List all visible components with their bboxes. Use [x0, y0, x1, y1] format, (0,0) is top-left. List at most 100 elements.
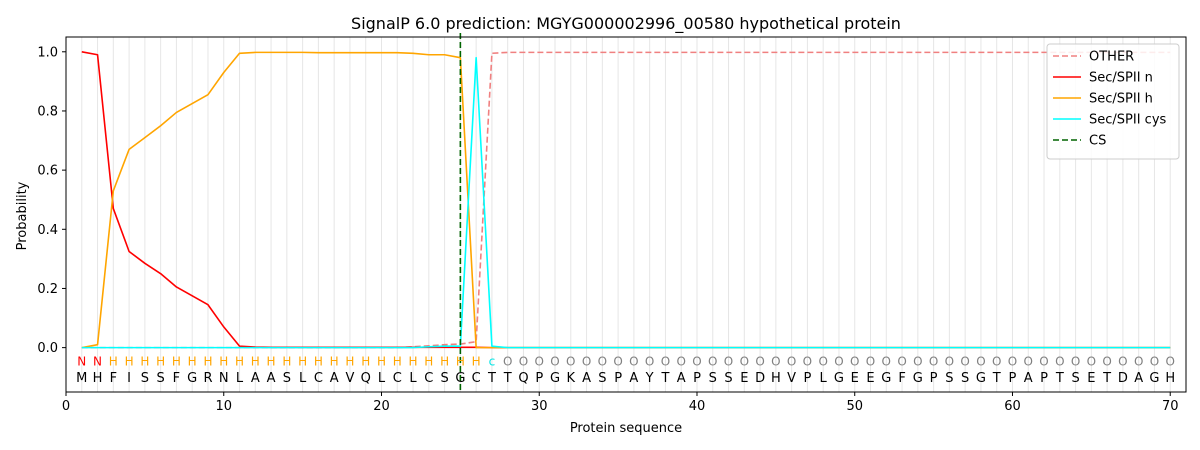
annotation-23: H [424, 355, 433, 369]
annotation-7: H [172, 355, 181, 369]
series-line-3 [81, 56, 1171, 349]
legend: OTHER Sec/SPII n Sec/SPII h Sec/SPII cys CS [1046, 43, 1180, 160]
residue-66: T [1102, 371, 1111, 386]
residue-38: T [660, 371, 669, 386]
annotation-60: O [1008, 355, 1017, 369]
annotation-8: H [188, 355, 197, 369]
series-layer [81, 33, 1171, 392]
residue-3: F [110, 371, 117, 386]
series-line-2 [81, 51, 1171, 349]
annotation-10: H [219, 355, 228, 369]
sequence-layer: MNHNFHIHSHSHFHGHRHNHLHAHAHSHLHCHAHVHQHLH… [76, 355, 1175, 387]
residue-28: T [503, 371, 512, 386]
residue-39: A [677, 371, 686, 386]
residue-49: G [834, 371, 844, 386]
annotation-26: H [472, 355, 481, 369]
annotation-62: O [1039, 355, 1048, 369]
annotation-6: H [156, 355, 165, 369]
x-tick-label-30: 30 [531, 399, 548, 414]
x-axis-title: Protein sequence [570, 421, 682, 436]
residue-47: P [803, 371, 811, 386]
residue-65: E [1087, 371, 1095, 386]
residue-61: A [1024, 371, 1033, 386]
annotation-4: H [125, 355, 134, 369]
residue-37: Y [645, 371, 654, 386]
residue-34: S [598, 371, 606, 386]
annotation-31: O [550, 355, 559, 369]
annotation-58: O [976, 355, 985, 369]
residue-35: P [614, 371, 622, 386]
series-line-1 [81, 51, 1171, 349]
annotation-19: H [361, 355, 370, 369]
residue-46: V [787, 371, 796, 386]
annotation-25: H [456, 355, 465, 369]
annotation-65: O [1087, 355, 1096, 369]
annotation-32: O [566, 355, 575, 369]
residue-12: A [251, 371, 260, 386]
residue-45: H [771, 371, 781, 386]
annotation-28: O [503, 355, 512, 369]
annotation-42: O [724, 355, 733, 369]
legend-label-0: OTHER [1089, 50, 1134, 65]
annotation-44: O [755, 355, 764, 369]
residue-18: V [345, 371, 354, 386]
residue-25: G [455, 371, 465, 386]
residue-40: P [693, 371, 701, 386]
annotation-16: H [314, 355, 323, 369]
residue-8: G [187, 371, 197, 386]
legend-label-4: CS [1089, 134, 1106, 149]
annotation-12: H [251, 355, 260, 369]
residue-9: R [203, 371, 212, 386]
annotation-24: H [440, 355, 449, 369]
residue-48: L [820, 371, 828, 386]
residue-33: A [582, 371, 591, 386]
residue-29: Q [518, 371, 528, 386]
annotation-52: O [882, 355, 891, 369]
residue-1: M [76, 371, 87, 386]
chart-title: SignalP 6.0 prediction: MGYG000002996_00… [351, 14, 901, 34]
annotation-59: O [992, 355, 1001, 369]
legend-label-2: Sec/SPII h [1089, 92, 1153, 107]
residue-4: I [127, 371, 131, 386]
plot-frame [65, 36, 1187, 393]
residue-10: N [219, 371, 229, 386]
annotation-27: c [489, 355, 496, 369]
residue-68: A [1134, 371, 1143, 386]
y-tick-label-4: 0.8 [37, 104, 58, 119]
legend-label-3: Sec/SPII cys [1089, 113, 1167, 128]
annotation-64: O [1071, 355, 1080, 369]
annotation-38: O [661, 355, 670, 369]
annotation-53: O [897, 355, 906, 369]
annotation-18: H [345, 355, 354, 369]
y-tick-label-3: 0.6 [37, 164, 58, 179]
annotation-17: H [330, 355, 339, 369]
annotation-20: H [377, 355, 386, 369]
residue-13: A [267, 371, 276, 386]
residue-24: S [440, 371, 448, 386]
annotation-40: O [692, 355, 701, 369]
legend-box [1046, 43, 1180, 160]
residue-30: P [535, 371, 543, 386]
residue-69: G [1149, 371, 1159, 386]
residue-22: L [409, 371, 417, 386]
residue-70: H [1165, 371, 1175, 386]
annotation-30: O [535, 355, 544, 369]
annotation-11: H [235, 355, 244, 369]
residue-15: L [299, 371, 307, 386]
residue-60: P [1009, 371, 1017, 386]
residue-53: F [898, 371, 905, 386]
residue-2: H [93, 371, 103, 386]
annotation-66: O [1102, 355, 1111, 369]
annotation-61: O [1024, 355, 1033, 369]
residue-54: G [913, 371, 923, 386]
residue-20: L [378, 371, 386, 386]
residue-26: C [472, 371, 481, 386]
residue-32: K [567, 371, 576, 386]
x-tick-label-50: 50 [846, 399, 863, 414]
residue-16: C [314, 371, 323, 386]
annotation-33: O [582, 355, 591, 369]
residue-44: D [755, 371, 765, 386]
annotation-41: O [708, 355, 717, 369]
residue-51: E [866, 371, 874, 386]
annotation-63: O [1055, 355, 1064, 369]
